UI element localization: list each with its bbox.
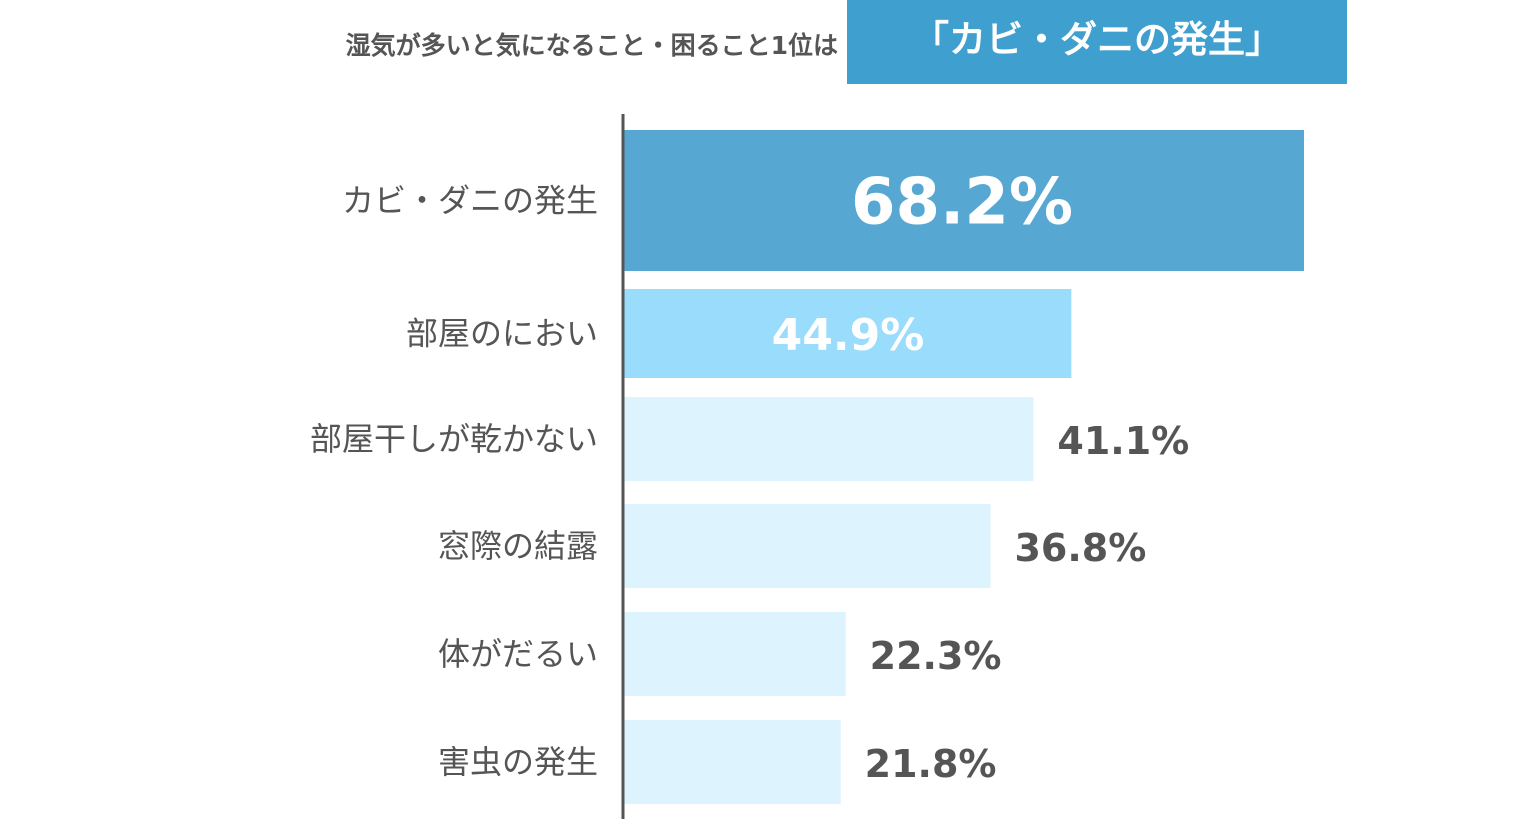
category-label: 害虫の発生	[438, 743, 598, 781]
bar-4	[623, 504, 991, 588]
category-label: 部屋のにおい	[406, 315, 598, 353]
value-label: 22.3%	[870, 634, 1002, 678]
chart-highlight-banner: 「カビ・ダニの発生」	[847, 0, 1347, 84]
bar-3	[623, 397, 1034, 481]
category-label: 部屋干しが乾かない	[310, 420, 598, 458]
value-label: 21.8%	[865, 742, 997, 786]
value-label: 68.2%	[851, 166, 1073, 240]
value-label: 41.1%	[1057, 419, 1189, 463]
value-label: 44.9%	[772, 310, 925, 361]
bar-6	[623, 720, 841, 804]
category-label: 体がだるい	[438, 635, 598, 673]
category-label: 窓際の結露	[438, 527, 598, 565]
bar-5	[623, 612, 846, 696]
category-label: カビ・ダニの発生	[342, 182, 598, 220]
chart-heading: 湿気が多いと気になること・困ること1位は	[345, 31, 838, 60]
bar-1	[623, 130, 1304, 271]
bar-2	[623, 289, 1072, 378]
value-label: 36.8%	[1014, 526, 1146, 570]
